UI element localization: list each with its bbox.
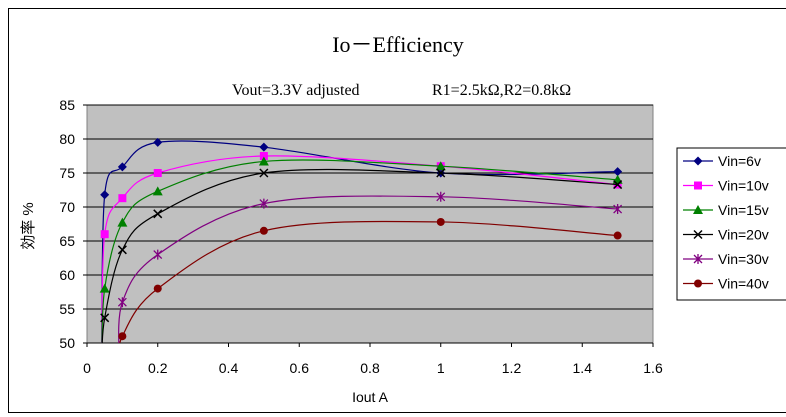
chart-subtitle-left: Vout=3.3V adjusted [232, 82, 360, 99]
y-tick-label: 55 [59, 301, 75, 317]
series-vin20v [100, 168, 623, 343]
legend-item: Vin=15v [683, 202, 769, 218]
series-vin30v [117, 191, 623, 343]
y-tick-label: 85 [59, 97, 75, 113]
legend-item: Vin=40v [683, 276, 769, 292]
x-tick-label: 0 [83, 360, 91, 376]
data-point [117, 245, 127, 255]
x-tick-label: 1 [437, 360, 445, 376]
data-point [613, 167, 623, 177]
data-point [259, 168, 269, 178]
data-point [117, 297, 127, 308]
legend-label: Vin=20v [718, 227, 769, 243]
legend-item: Vin=6v [683, 153, 761, 169]
data-point [435, 161, 446, 171]
series-vin40v [118, 217, 622, 343]
data-point [117, 217, 128, 227]
legend-label: Vin=10v [718, 178, 769, 194]
data-point [613, 231, 622, 240]
legend-item: Vin=30v [683, 251, 769, 267]
gridlines [87, 104, 653, 344]
data-point [153, 137, 163, 147]
data-point [258, 156, 269, 166]
legend-marker [693, 229, 703, 240]
data-point [100, 230, 109, 239]
legend-marker [694, 279, 702, 288]
x-tick-label: 1.4 [573, 360, 593, 376]
data-point [436, 217, 445, 226]
y-tick-label: 60 [59, 267, 75, 283]
legend-marker [693, 156, 703, 166]
data-point [436, 168, 446, 178]
x-axis-ticks: 0 0.2 0.4 0.6 0.8 1 1.2 1.4 1.6 [83, 343, 663, 376]
data-point [118, 194, 127, 203]
series-line [101, 168, 618, 343]
y-axis-label: 効率 % [20, 202, 37, 250]
y-axis-ticks: 50 55 60 65 70 75 80 85 [59, 97, 87, 351]
y-tick-label: 75 [59, 165, 75, 181]
data-point [259, 198, 269, 209]
x-tick-label: 1.2 [502, 360, 522, 376]
legend-box [676, 147, 786, 301]
legend-item: Vin=10v [683, 178, 769, 194]
x-tick-label: 0.8 [360, 360, 380, 376]
y-tick-label: 70 [59, 199, 75, 215]
data-point [259, 152, 268, 160]
data-point [152, 186, 163, 196]
data-point [99, 283, 110, 293]
data-point [613, 180, 623, 190]
data-point [436, 191, 446, 202]
data-point [153, 249, 163, 260]
data-point [613, 204, 623, 215]
data-point [259, 142, 269, 152]
x-tick-label: 0.4 [219, 360, 239, 376]
y-tick-label: 65 [59, 233, 75, 249]
data-point [153, 209, 163, 219]
data-point [117, 162, 127, 172]
data-point [100, 190, 110, 200]
legend-item: Vin=20v [683, 227, 769, 243]
legend-label: Vin=15v [718, 202, 769, 218]
y-tick-label: 50 [59, 335, 75, 351]
legend-marker [693, 254, 703, 264]
legend: Vin=6v Vin=10v Vin=15v Vin=20v Vin=30v Vin=40… [676, 147, 786, 301]
y-tick-label: 80 [59, 131, 75, 147]
legend-label: Vin=30v [718, 251, 769, 267]
legend-label: Vin=40v [718, 276, 769, 292]
x-tick-label: 1.6 [643, 360, 663, 376]
legend-label: Vin=6v [718, 153, 761, 169]
chart-subtitle-right: R1=2.5kΩ,R2=0.8kΩ [432, 82, 571, 99]
x-tick-label: 0.6 [290, 360, 310, 376]
data-point [153, 284, 162, 293]
data-point [118, 332, 127, 341]
x-tick-label: 0.2 [148, 360, 168, 376]
chart-title: Io－Efficiency [332, 32, 464, 57]
plot-area [86, 104, 654, 344]
series-layer [99, 137, 623, 343]
x-axis-label: Iout A [352, 389, 388, 405]
data-point [100, 313, 110, 323]
legend-marker [694, 181, 702, 190]
legend-marker [693, 205, 703, 214]
series-line [101, 159, 618, 343]
data-point [153, 169, 162, 177]
data-point [259, 226, 268, 235]
